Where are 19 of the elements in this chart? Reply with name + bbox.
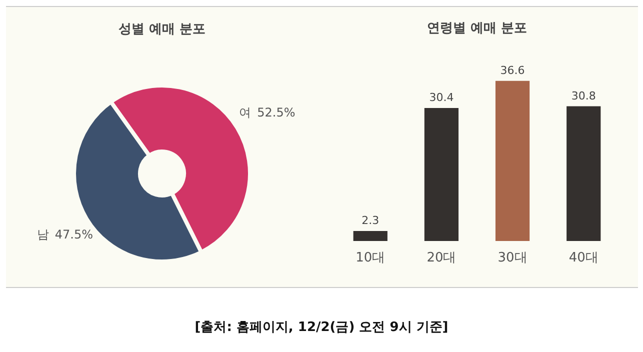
text: [출처: 홈페이지, 12/2(금) 오전 9시 기준] [194, 319, 450, 336]
data-label: 47.5% [54, 227, 94, 242]
data-label: 36.6 [500, 64, 525, 77]
x-tick-label: 30대 [498, 250, 528, 266]
data-label: 30.8 [571, 89, 596, 102]
bar [424, 108, 459, 241]
slice-label: 여 [239, 106, 252, 120]
bar [353, 230, 388, 241]
bar [495, 80, 530, 241]
data-label: 30.4 [429, 91, 454, 104]
x-tick-label: 20대 [426, 250, 456, 266]
data-label: 52.5% [257, 106, 296, 120]
bar [566, 106, 601, 241]
data-label: 2.3 [362, 214, 380, 227]
x-tick-label: 10대 [356, 250, 386, 266]
x-tick-label: 40대 [568, 250, 598, 266]
chart-title: 성별 예매 분포 [118, 22, 206, 37]
slice-label: 남 [36, 227, 49, 242]
chart-title: 연령별 예매 분포 [426, 20, 528, 36]
